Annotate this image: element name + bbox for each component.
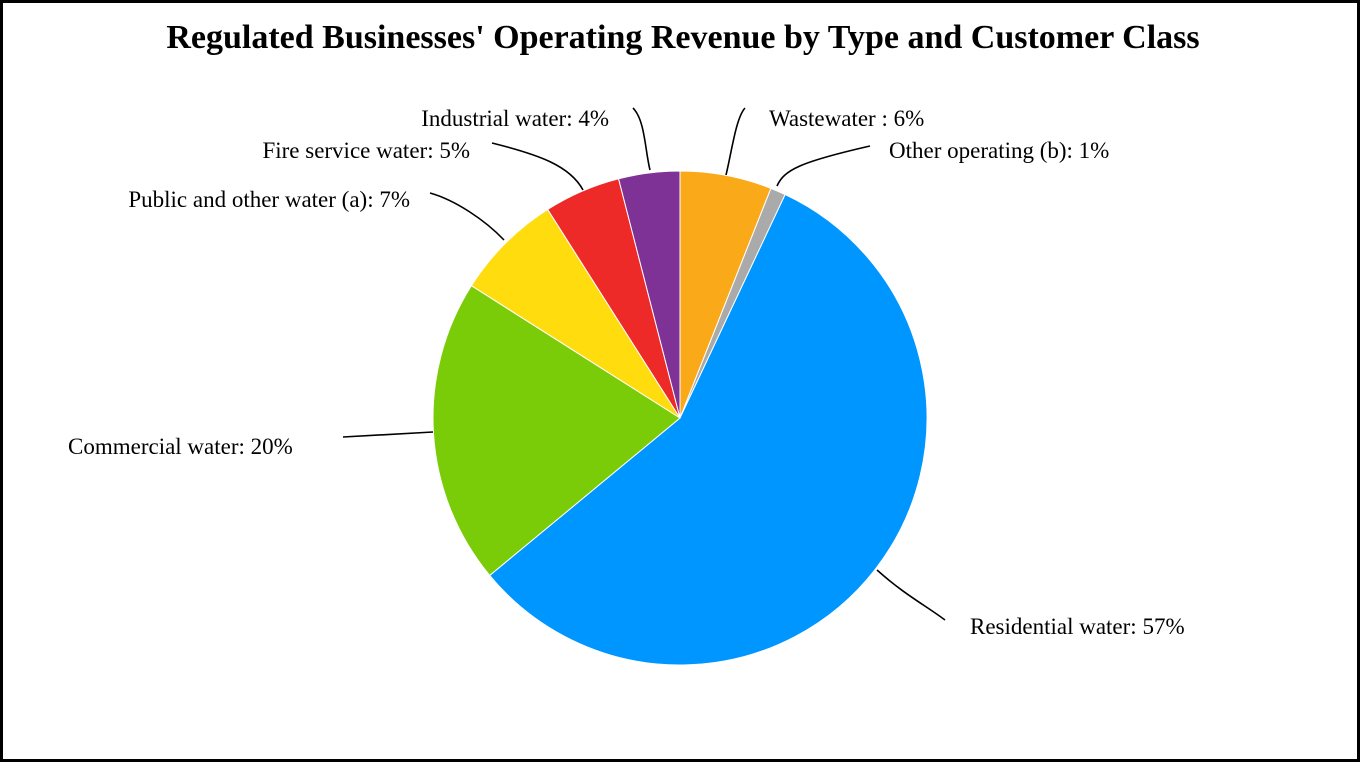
leader-line — [725, 107, 746, 176]
pie-slice — [470, 208, 681, 419]
slice-label: Commercial water: 20% — [68, 434, 293, 459]
leader-line — [342, 431, 434, 438]
leader-line — [491, 142, 584, 191]
pie-slice — [617, 170, 681, 419]
slice-label: Residential water: 57% — [970, 614, 1185, 639]
slice-label: Other operating (b): 1% — [889, 138, 1109, 163]
slice-label: Industrial water: 4% — [421, 106, 609, 131]
leader-line — [776, 145, 871, 187]
leader-line — [876, 569, 946, 621]
pie-slice — [488, 193, 928, 666]
slice-label: Fire service water: 5% — [262, 138, 470, 163]
leader-line — [632, 107, 651, 171]
chart-title: Regulated Businesses' Operating Revenue … — [166, 19, 1200, 56]
leader-line — [429, 192, 505, 241]
slice-label: Public and other water (a): 7% — [128, 187, 410, 212]
pie-slice — [432, 284, 681, 577]
slice-label: Wastewater : 6% — [769, 106, 924, 131]
